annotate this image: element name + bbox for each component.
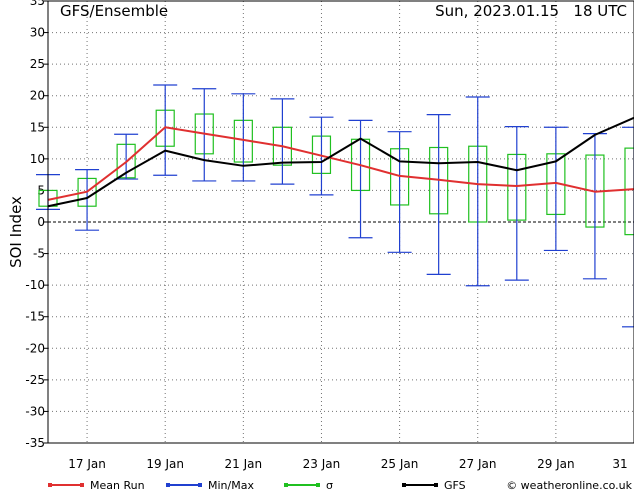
y-tick-label: 20 bbox=[30, 89, 45, 103]
legend-label-sigma: σ bbox=[326, 479, 333, 490]
x-tick-label: 31 bbox=[612, 457, 627, 471]
y-tick-label: -35 bbox=[25, 436, 45, 450]
sigma-box bbox=[624, 147, 634, 236]
legend-label-mean-run: Mean Run bbox=[90, 479, 145, 490]
series-line-mean-run bbox=[47, 126, 634, 201]
min-max-bars bbox=[36, 84, 634, 328]
y-tick-label: 15 bbox=[30, 120, 45, 134]
y-tick-label: -15 bbox=[25, 310, 45, 324]
legend-item-min-max: Min/Max bbox=[166, 479, 254, 490]
y-tick-label: -10 bbox=[25, 278, 45, 292]
y-tick-label: -30 bbox=[25, 404, 45, 418]
y-tick-label: 10 bbox=[30, 152, 45, 166]
legend-item-sigma: σ bbox=[284, 479, 333, 490]
y-tick-label: 0 bbox=[37, 215, 45, 229]
y-tick-label: -20 bbox=[25, 341, 45, 355]
x-tick-label: 17 Jan bbox=[68, 457, 106, 471]
chart-title: GFS/Ensemble bbox=[60, 2, 168, 20]
y-axis-label: SOI Index bbox=[7, 196, 25, 268]
y-tick-label: -5 bbox=[33, 247, 45, 261]
plot-frame bbox=[47, 0, 634, 444]
grid bbox=[48, 1, 634, 443]
y-tick-label: -25 bbox=[25, 373, 45, 387]
legend-label-min-max: Min/Max bbox=[208, 479, 254, 490]
x-tick-label: 25 Jan bbox=[381, 457, 419, 471]
y-tick-label: 25 bbox=[30, 57, 45, 71]
legend-item-gfs: GFS bbox=[402, 479, 466, 490]
legend-item-mean-run: Mean Run bbox=[48, 479, 145, 490]
x-tick-label: 27 Jan bbox=[459, 457, 497, 471]
copyright-text: © weatheronline.co.uk bbox=[506, 479, 632, 490]
x-tick-label: 29 Jan bbox=[537, 457, 575, 471]
legend-label-gfs: GFS bbox=[444, 479, 466, 490]
series-lines bbox=[47, 116, 634, 208]
x-tick-label: 23 Jan bbox=[303, 457, 341, 471]
run-info: Sun, 2023.01.15 18 UTC bbox=[435, 2, 627, 20]
y-tick-label: 30 bbox=[30, 26, 45, 40]
x-tick-label: 21 Jan bbox=[225, 457, 263, 471]
x-axis-ticks: 17 Jan 19 Jan 21 Jan 23 Jan 25 Jan 27 Jan 29 J… bbox=[68, 457, 627, 471]
series-line-gfs bbox=[47, 116, 634, 208]
y-tick-label: 35 bbox=[30, 0, 45, 8]
x-tick-label: 19 Jan bbox=[146, 457, 184, 471]
legend: Mean Run Min/Max σ GFS © weatheronline.c… bbox=[48, 479, 633, 490]
